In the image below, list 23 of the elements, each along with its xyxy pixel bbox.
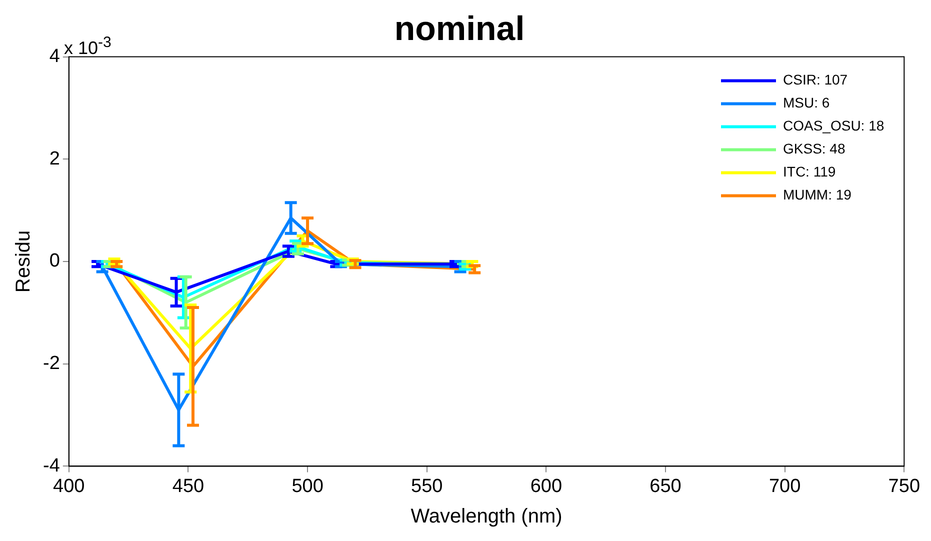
x-tick-label: 750	[888, 476, 920, 497]
y-tick-label: 4	[49, 46, 60, 68]
legend-label: CSIR: 107	[783, 72, 848, 88]
legend-label: MUMM: 19	[783, 186, 852, 203]
legend-label: MSU: 6	[783, 94, 830, 111]
annotation: x 10$^{-3}$	[64, 34, 112, 59]
x-tick-label: 500	[292, 476, 324, 497]
legend-label: COAS_OSU: 18	[783, 118, 884, 134]
legend-label: GKSS: 48	[783, 140, 846, 157]
y-axis-title: Residu	[12, 230, 35, 293]
y-tick-label: -2	[42, 353, 60, 374]
y-tick-label: 0	[49, 250, 60, 272]
y-tick-label: 2	[49, 148, 60, 170]
x-tick-label: 700	[768, 476, 801, 497]
x-tick-label: 600	[530, 476, 562, 497]
x-tick-label: 550	[411, 476, 443, 497]
legend-label: ITC: 119	[783, 164, 836, 180]
x-axis-title: Wavelength (nm)	[410, 506, 562, 528]
x-tick-label: 450	[172, 476, 204, 497]
chart-title: nominal	[394, 10, 525, 48]
y-tick-label: -4	[42, 455, 60, 476]
x-tick-label: 650	[650, 476, 682, 497]
x-tick-label: 400	[53, 476, 85, 497]
